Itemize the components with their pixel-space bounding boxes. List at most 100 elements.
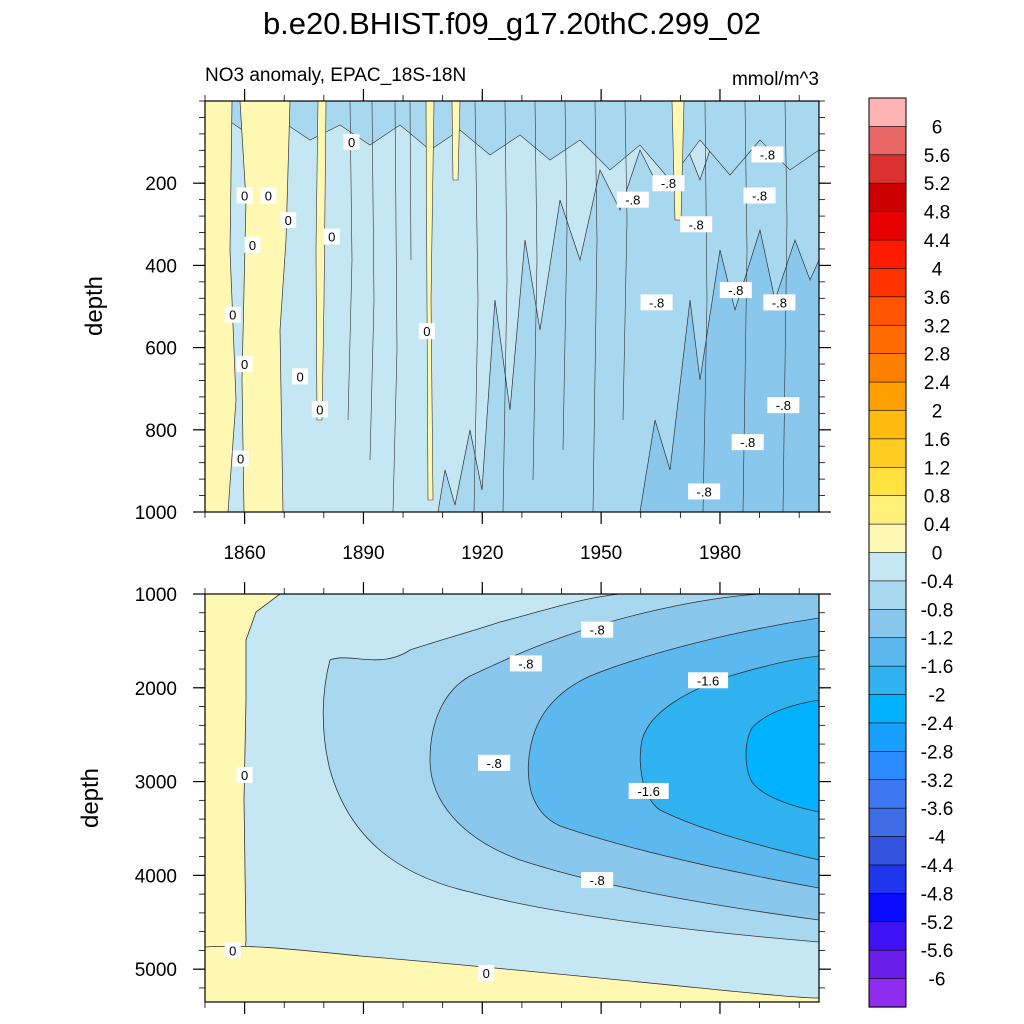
- contour-label-text: -1.6: [697, 673, 719, 688]
- contour-label-box: [688, 672, 729, 689]
- contour-label-text: 0: [229, 308, 236, 323]
- colorbar-swatch: [868, 410, 907, 440]
- contour-label: -.8: [652, 175, 685, 192]
- contour-label-box: [680, 216, 713, 233]
- contour-label-box: [509, 655, 542, 672]
- contour-label: -.8: [743, 187, 776, 204]
- contour-label-text: 0: [249, 238, 256, 253]
- contour-label-box: [311, 401, 328, 418]
- contour-label-box: [719, 282, 752, 299]
- x-tick-label: 1920: [461, 543, 503, 564]
- contour-label: 0: [260, 187, 277, 204]
- contour-label-text: -.8: [625, 193, 640, 208]
- colorbar-swatch: [868, 552, 907, 582]
- y-tick-label: 200: [145, 174, 177, 195]
- contour-label-text: -.8: [661, 176, 676, 191]
- colorbar-label: -5.2: [921, 913, 954, 934]
- contour-label: 0: [343, 134, 360, 151]
- colorbar-swatch: [868, 466, 907, 497]
- colorbar-label: -3.2: [921, 771, 954, 792]
- contour-label: -.8: [719, 282, 752, 299]
- colorbar-label: 1.2: [924, 458, 950, 479]
- colorbar-swatch: [868, 751, 907, 781]
- y-tick-label: 4000: [135, 866, 177, 887]
- contour-label: 0: [292, 368, 309, 385]
- colorbar-swatch: [868, 722, 907, 752]
- colorbar-label: 1.6: [924, 430, 950, 451]
- y-tick-label: 1000: [135, 585, 177, 606]
- lower-contour-labels: 0 0 0 -.8 -.8 -.8 -.8 -1.6 -1.6: [224, 621, 729, 981]
- colorbar-label: -6: [929, 970, 946, 991]
- contour-label-text: -.8: [590, 623, 605, 638]
- contour-label-text: -.8: [760, 147, 775, 162]
- contour-label: -.8: [751, 146, 784, 163]
- lower-positive-left-band: [205, 594, 281, 1002]
- contour-label-box: [232, 450, 249, 467]
- contour-label: -.8: [616, 191, 649, 208]
- x-tick-label: 1890: [342, 543, 384, 564]
- y-tick-label: 1000: [135, 503, 177, 524]
- contour-label-box: [751, 146, 784, 163]
- contour-label-text: 0: [241, 357, 248, 372]
- upper-positive-streak-3: [451, 101, 461, 181]
- y-tick-label: 800: [145, 421, 177, 442]
- y-tick-label: 600: [145, 339, 177, 360]
- colorbar-label: 2: [932, 401, 943, 422]
- colorbar-swatch: [868, 495, 907, 525]
- contour-label-box: [478, 964, 495, 981]
- contour-label-box: [343, 134, 360, 151]
- upper-contour-labels: 000000000000-.8-.8-.8-.8-.8-.8-.8-.8-.8-…: [224, 134, 800, 500]
- colorbar-swatch: [868, 694, 907, 724]
- colorbar-label: -2.4: [921, 714, 954, 735]
- contour-label-text: 0: [241, 189, 248, 204]
- contour-label-box: [236, 356, 253, 373]
- colorbar-swatch: [868, 580, 907, 610]
- contour-label: -.8: [680, 216, 713, 233]
- colorbar-label: 2.8: [924, 345, 950, 366]
- colorbar-label: 5.6: [924, 146, 950, 167]
- contour-label-text: 0: [241, 768, 248, 783]
- colorbar-swatch: [868, 324, 907, 355]
- contour-label-text: 0: [237, 452, 244, 467]
- y-tick-label: 400: [145, 256, 177, 277]
- colorbar-label: 3.2: [924, 316, 950, 337]
- contour-label-text: -.8: [697, 484, 712, 499]
- contour-label-text: 0: [348, 135, 355, 150]
- contour-label-box: [731, 434, 764, 451]
- contour-label: 0: [224, 306, 241, 323]
- colorbar-swatch: [868, 126, 907, 156]
- contour-label: 0: [236, 356, 253, 373]
- colorbar-swatch: [868, 836, 907, 866]
- contour-label-box: [763, 294, 796, 311]
- contour-label-text: 0: [316, 402, 323, 417]
- contour-label-text: -.8: [776, 398, 791, 413]
- contour-label-text: 0: [265, 189, 272, 204]
- lower-panel: 1000 2000 3000 4000 5000 depth 0 0 0 -.8 -.8 -.8 -…: [77, 582, 831, 1014]
- contour-label: 0: [280, 212, 297, 229]
- contour-label: 0: [224, 942, 241, 959]
- contour-label-box: [236, 187, 253, 204]
- colorbar-swatch: [868, 978, 907, 1008]
- contour-label: -.8: [763, 294, 796, 311]
- contour-label-text: 0: [285, 213, 292, 228]
- colorbar-swatch: [868, 296, 907, 326]
- colorbar-swatch: [868, 665, 907, 696]
- contour-label-box: [224, 942, 241, 959]
- colorbar-label: -0.4: [921, 572, 954, 593]
- colorbar-frame: [868, 97, 907, 1008]
- lower-positive-bottom-band: [205, 945, 819, 1002]
- contour-label: -.8: [478, 754, 511, 771]
- contour-label-text: -.8: [487, 756, 502, 771]
- colorbar: 6 5.6 5.2 4.8 4.4 4 3.6 3.2 2.8 2.4 2 1.6 1.2 0.8 0.4 0…: [868, 97, 954, 1008]
- contour-label-text: -.8: [649, 295, 664, 310]
- colorbar-label: -1.2: [921, 629, 954, 650]
- contour-label: 0: [232, 450, 249, 467]
- upper-contour-streaks: [347, 101, 788, 512]
- chart-subtitle: NO3 anomaly, EPAC_18S-18N: [205, 65, 466, 86]
- y-tick-label: 5000: [135, 960, 177, 981]
- colorbar-label: 5.2: [924, 174, 950, 195]
- upper-positive-column: [205, 101, 237, 512]
- colorbar-label: 2.4: [924, 373, 951, 394]
- colorbar-swatch: [868, 893, 907, 923]
- contour-label-box: [280, 212, 297, 229]
